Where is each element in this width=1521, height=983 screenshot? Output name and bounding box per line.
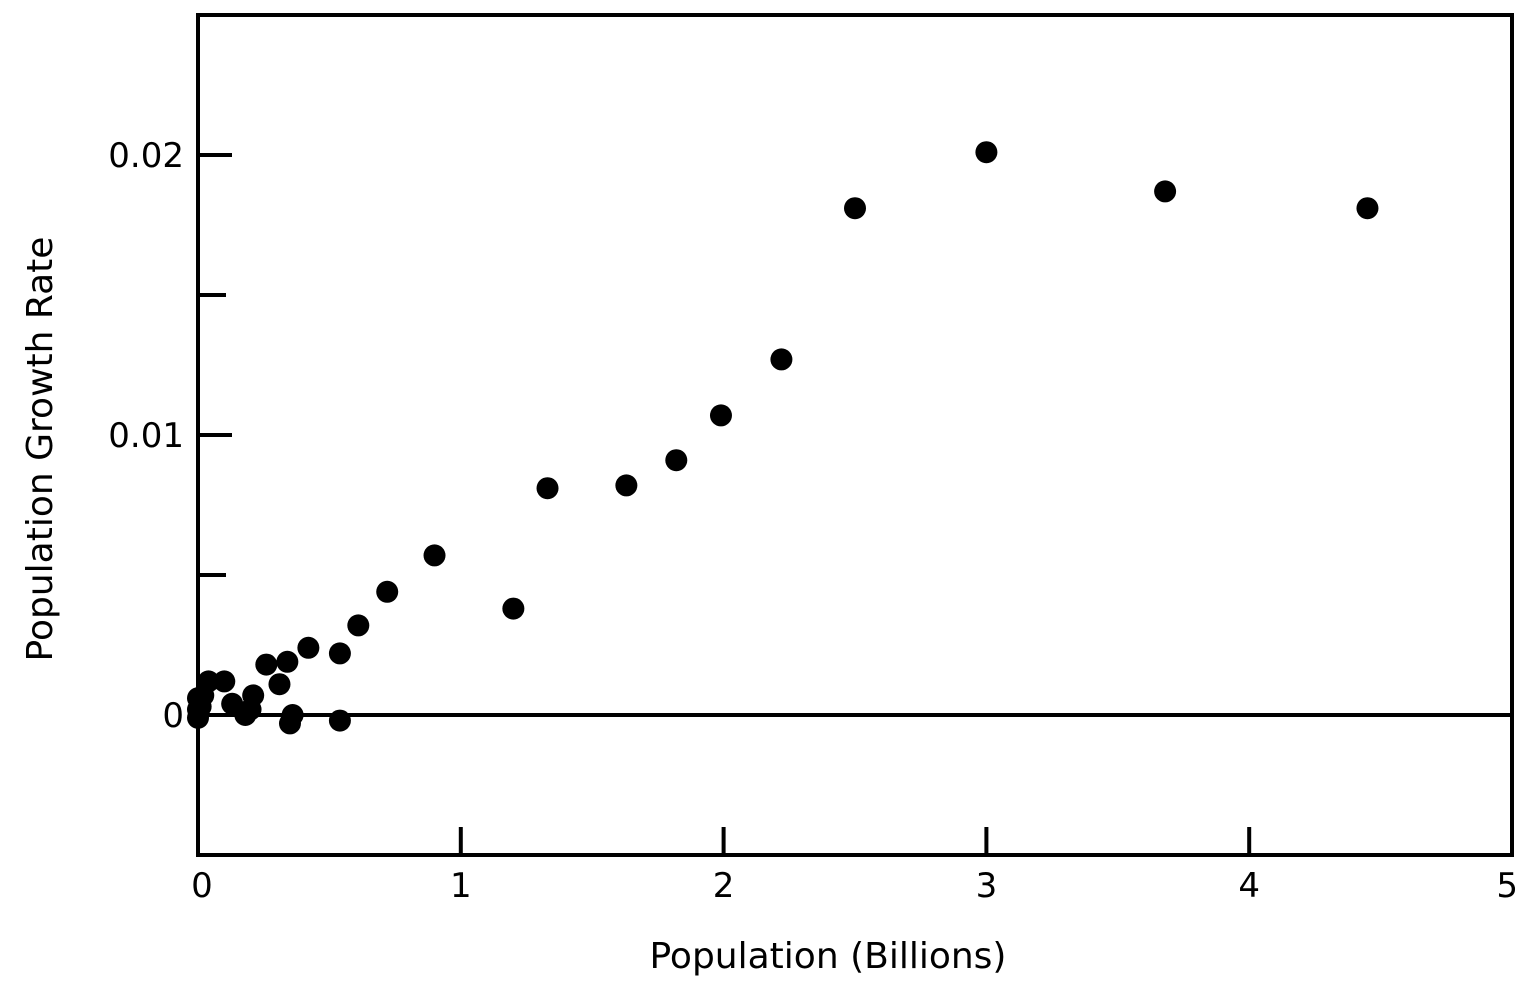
y-tick-label: 0.01	[108, 416, 184, 456]
data-point	[709, 404, 732, 427]
data-point	[268, 673, 291, 696]
x-axis-ticks: 0 1 2 3 4 5	[191, 827, 1518, 906]
data-point	[844, 197, 866, 220]
data-point	[376, 580, 399, 603]
y-tick-label: 0	[162, 696, 184, 736]
x-tick-label: 5	[1496, 866, 1518, 906]
x-tick-label: 3	[976, 866, 998, 906]
x-tick-label: 2	[713, 866, 735, 906]
data-point	[1154, 180, 1177, 203]
data-point	[255, 653, 278, 676]
data-point	[297, 636, 320, 659]
data-point	[502, 597, 525, 620]
data-point	[276, 650, 299, 673]
data-point	[328, 642, 351, 665]
plot-frame	[196, 13, 1514, 857]
data-point	[1356, 197, 1379, 220]
x-axis-title: Population (Billions)	[650, 936, 1007, 977]
y-axis-ticks: 0 0.01 0.02	[108, 136, 232, 736]
data-point	[975, 141, 998, 164]
x-tick-label: 0	[191, 866, 213, 906]
data-point	[347, 614, 370, 637]
data-point	[423, 544, 446, 567]
data-point	[615, 474, 638, 497]
data-points	[187, 141, 1379, 735]
x-tick-label: 4	[1238, 866, 1260, 906]
x-tick-label: 1	[450, 866, 472, 906]
y-tick-label: 0.02	[108, 136, 184, 176]
data-point	[536, 477, 559, 500]
data-point	[197, 670, 220, 693]
data-point	[242, 684, 265, 707]
y-axis-title: Population Growth Rate	[20, 237, 61, 662]
data-point	[281, 704, 304, 726]
data-point	[328, 709, 351, 732]
data-point	[770, 348, 793, 371]
data-point	[665, 449, 688, 472]
data-point	[213, 670, 236, 693]
